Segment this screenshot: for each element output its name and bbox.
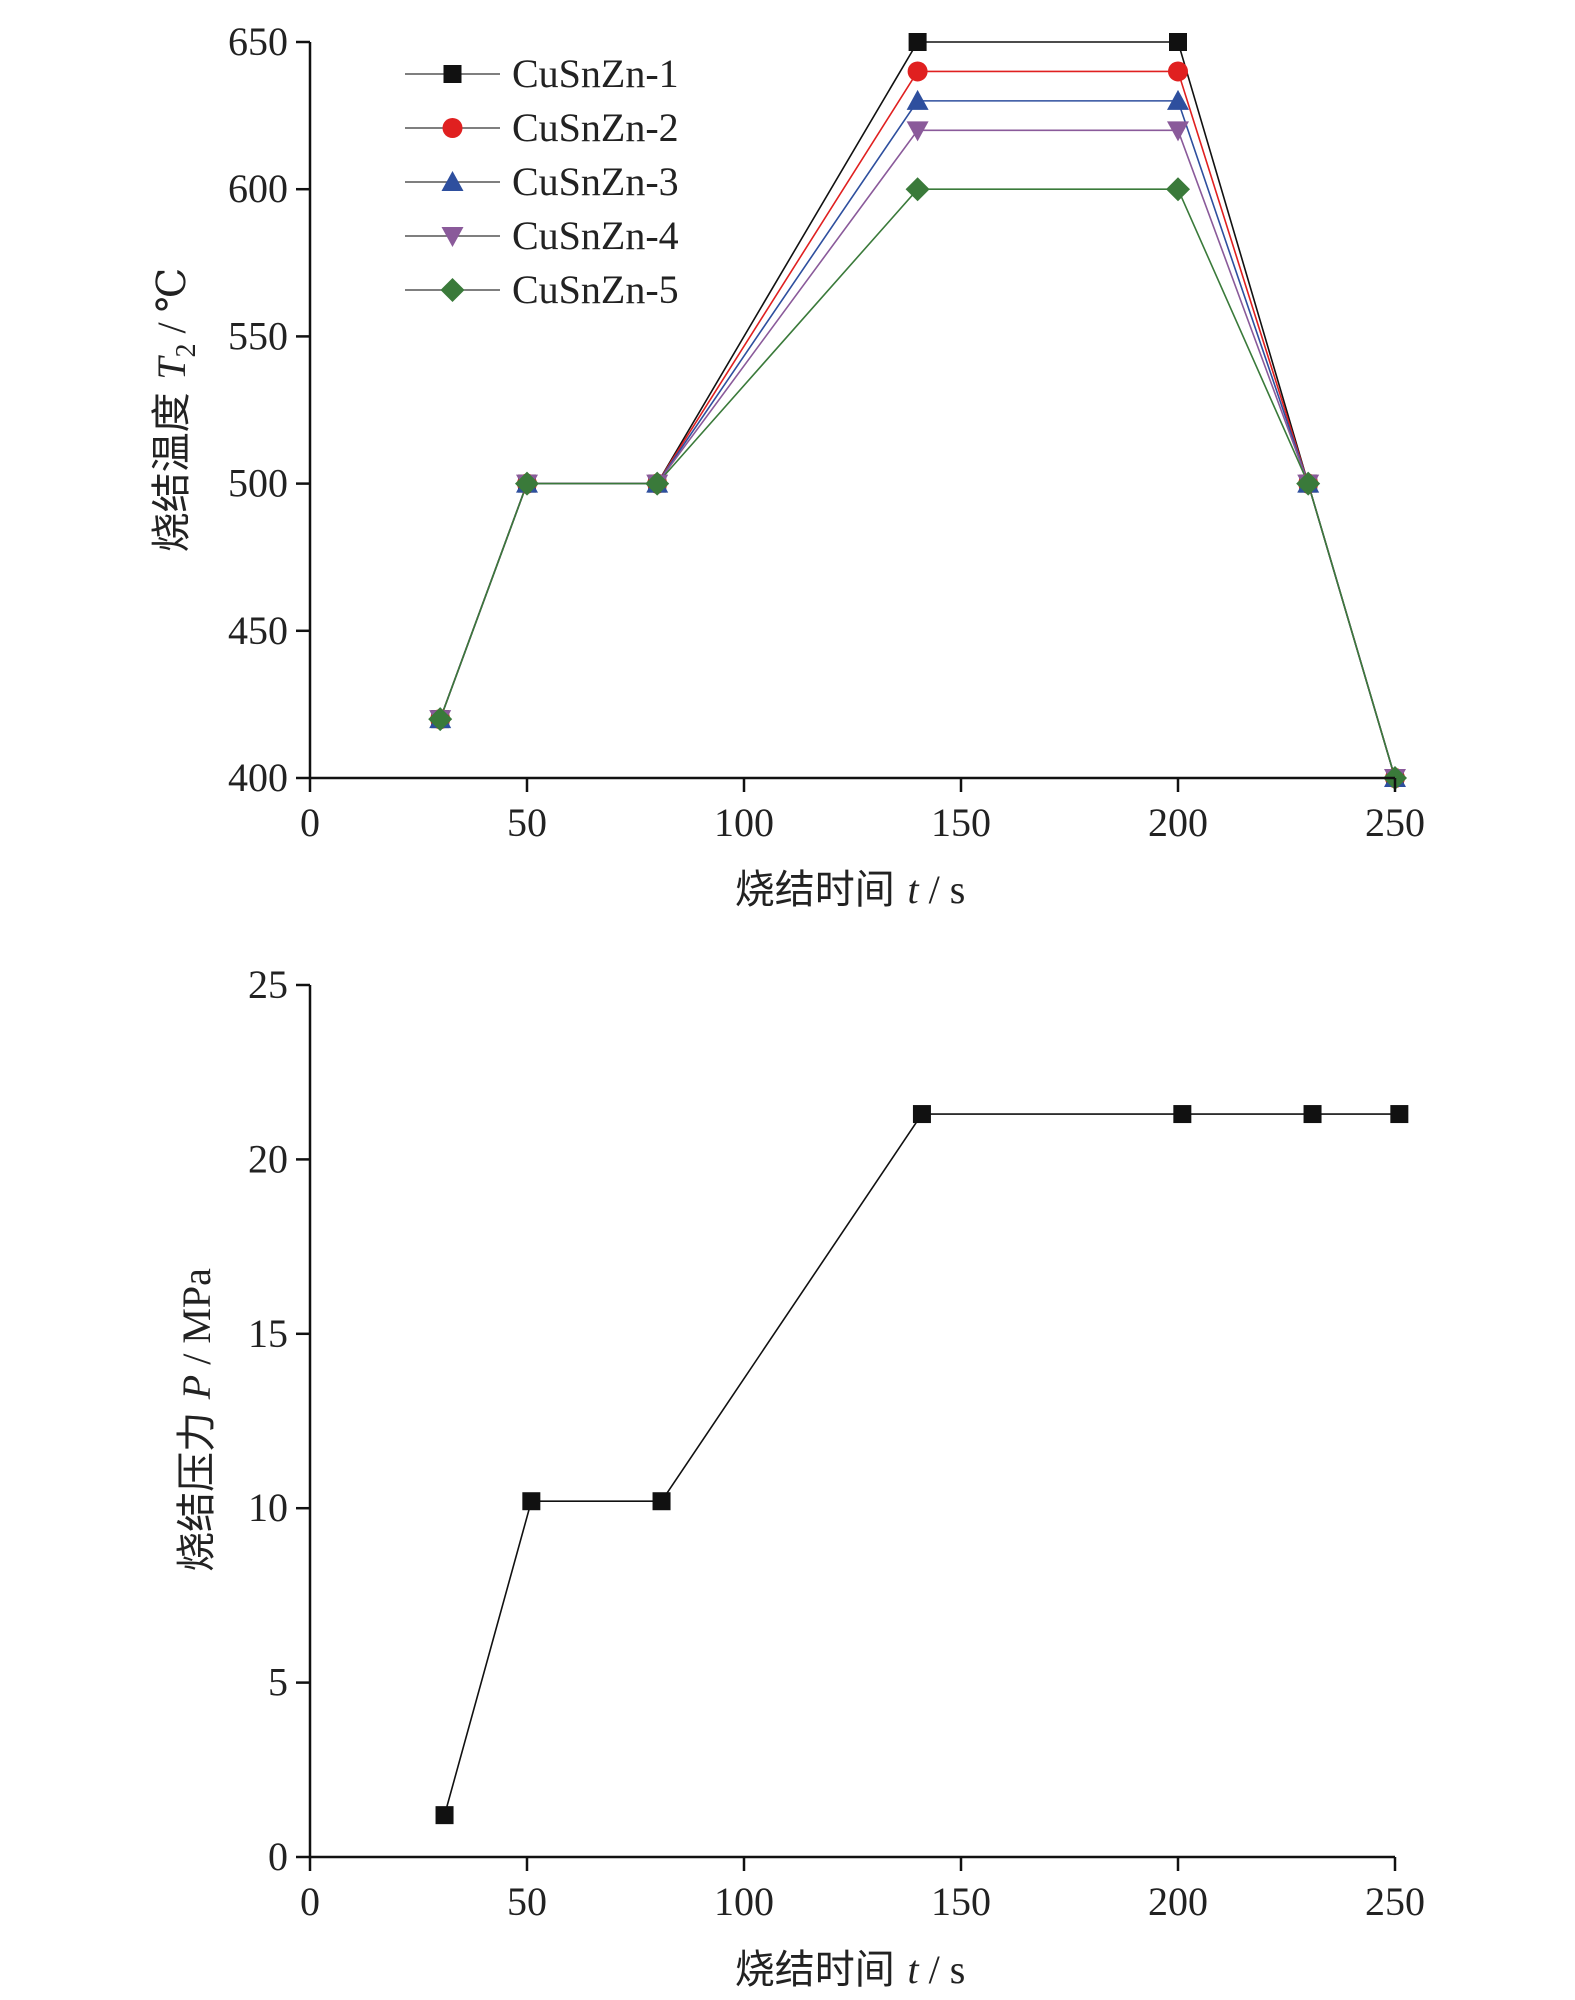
y-label-subscript: 2 (171, 343, 202, 357)
temperature-x-axis-label: 烧结时间 t / s (735, 867, 966, 913)
data-point-series-2 (907, 61, 928, 82)
data-point-series-1 (522, 1492, 541, 1511)
data-point-series-4 (906, 121, 929, 142)
data-point-series-4 (1167, 121, 1189, 142)
pressure-y-ticks: 0 5 10 15 20 25 (248, 962, 310, 1879)
y-tick-label: 500 (228, 461, 288, 506)
y-tick-label: 10 (248, 1485, 288, 1530)
data-point-series-5 (1166, 177, 1190, 202)
legend-marker (442, 118, 463, 138)
x-label-unit: / s (919, 1947, 966, 1992)
legend-marker (443, 65, 462, 83)
legend-label: CuSnZn-2 (512, 105, 679, 150)
x-tick-label: 150 (931, 1879, 991, 1924)
y-tick-label: 15 (248, 1311, 288, 1356)
y-tick-label: 600 (228, 166, 288, 211)
series-line-1 (443, 1113, 1400, 1816)
y-tick-label: 5 (268, 1660, 288, 1705)
data-point-series-1 (1303, 1105, 1322, 1124)
x-label-variable: t (907, 867, 919, 912)
data-point-series-1 (1173, 1105, 1192, 1124)
legend-marker (441, 171, 464, 191)
y-tick-label: 650 (228, 19, 288, 64)
y-tick-label: 550 (228, 313, 288, 358)
x-tick-label: 200 (1148, 800, 1208, 845)
legend-marker (441, 227, 464, 247)
data-point-series-5 (1296, 471, 1321, 496)
data-point-series-3 (1167, 89, 1189, 110)
data-point-series-5 (428, 707, 453, 732)
pressure-series-lines (443, 1113, 1400, 1816)
pressure-y-axis-label: 烧结压力 P / MPa (174, 1268, 220, 1572)
y-label-unit: / ℃ (149, 268, 194, 344)
temperature-legend: CuSnZn-1 CuSnZn-2 CuSnZn-3 CuSnZn-4 CuSnZn-5 (405, 51, 679, 312)
x-label-unit: / s (919, 867, 966, 912)
pressure-chart: 0 5 10 15 20 25 0 50 100 150 200 250 烧结时间 t / s 烧结… (174, 962, 1425, 1993)
x-tick-label: 0 (300, 1879, 320, 1924)
data-point-series-2 (1168, 61, 1188, 82)
legend-label: CuSnZn-3 (512, 159, 679, 204)
x-tick-label: 0 (300, 800, 320, 845)
x-label-text: 烧结时间 (735, 867, 895, 913)
x-tick-label: 100 (714, 1879, 774, 1924)
x-tick-label: 250 (1365, 1879, 1425, 1924)
temperature-x-ticks: 0 50 100 150 200 250 (300, 778, 1425, 845)
pressure-x-ticks: 0 50 100 150 200 250 (300, 1857, 1425, 1924)
y-label-unit: / MPa (174, 1268, 219, 1375)
data-point-series-5 (645, 471, 670, 496)
data-point-series-1 (652, 1492, 671, 1511)
data-point-series-5 (905, 177, 930, 202)
legend-label: CuSnZn-5 (512, 267, 679, 312)
data-point-series-1 (1169, 33, 1187, 51)
y-tick-label: 20 (248, 1136, 288, 1181)
pressure-x-axis-label: 烧结时间 t / s (735, 1947, 966, 1993)
y-label-text: 烧结压力 (174, 1412, 220, 1572)
x-tick-label: 50 (507, 1879, 547, 1924)
x-tick-label: 100 (714, 800, 774, 845)
legend-marker (440, 278, 465, 302)
temperature-y-ticks: 400 450 500 550 600 650 (228, 19, 310, 800)
y-label-text: 烧结温度 (149, 392, 195, 552)
x-label-variable: t (907, 1947, 919, 1992)
x-tick-label: 200 (1148, 1879, 1208, 1924)
x-label-text: 烧结时间 (735, 1947, 895, 1993)
pressure-series-markers (435, 1105, 1409, 1825)
data-point-series-1 (912, 1105, 931, 1124)
data-point-series-3 (906, 89, 929, 110)
y-label-variable: T (149, 355, 194, 380)
y-tick-label: 450 (228, 608, 288, 653)
y-tick-label: 400 (228, 755, 288, 800)
data-point-series-1 (435, 1806, 454, 1825)
legend-label: CuSnZn-1 (512, 51, 679, 96)
temperature-y-axis-label: 烧结温度 T2 / ℃ (149, 268, 202, 553)
y-tick-label: 0 (268, 1834, 288, 1879)
data-point-series-1 (908, 33, 927, 51)
legend-label: CuSnZn-4 (512, 213, 679, 258)
series-line-1 (439, 41, 1396, 779)
data-point-series-5 (515, 471, 539, 496)
x-tick-label: 50 (507, 800, 547, 845)
y-tick-label: 25 (248, 962, 288, 1007)
temperature-series-lines (439, 41, 1396, 779)
data-point-series-1 (1390, 1105, 1409, 1124)
temperature-series-markers (428, 33, 1407, 790)
x-tick-label: 150 (931, 800, 991, 845)
temperature-chart: 400 450 500 550 600 650 0 50 100 150 200 250 CuSnZ… (149, 19, 1425, 913)
x-tick-label: 250 (1365, 800, 1425, 845)
y-label-variable: P (174, 1375, 219, 1400)
